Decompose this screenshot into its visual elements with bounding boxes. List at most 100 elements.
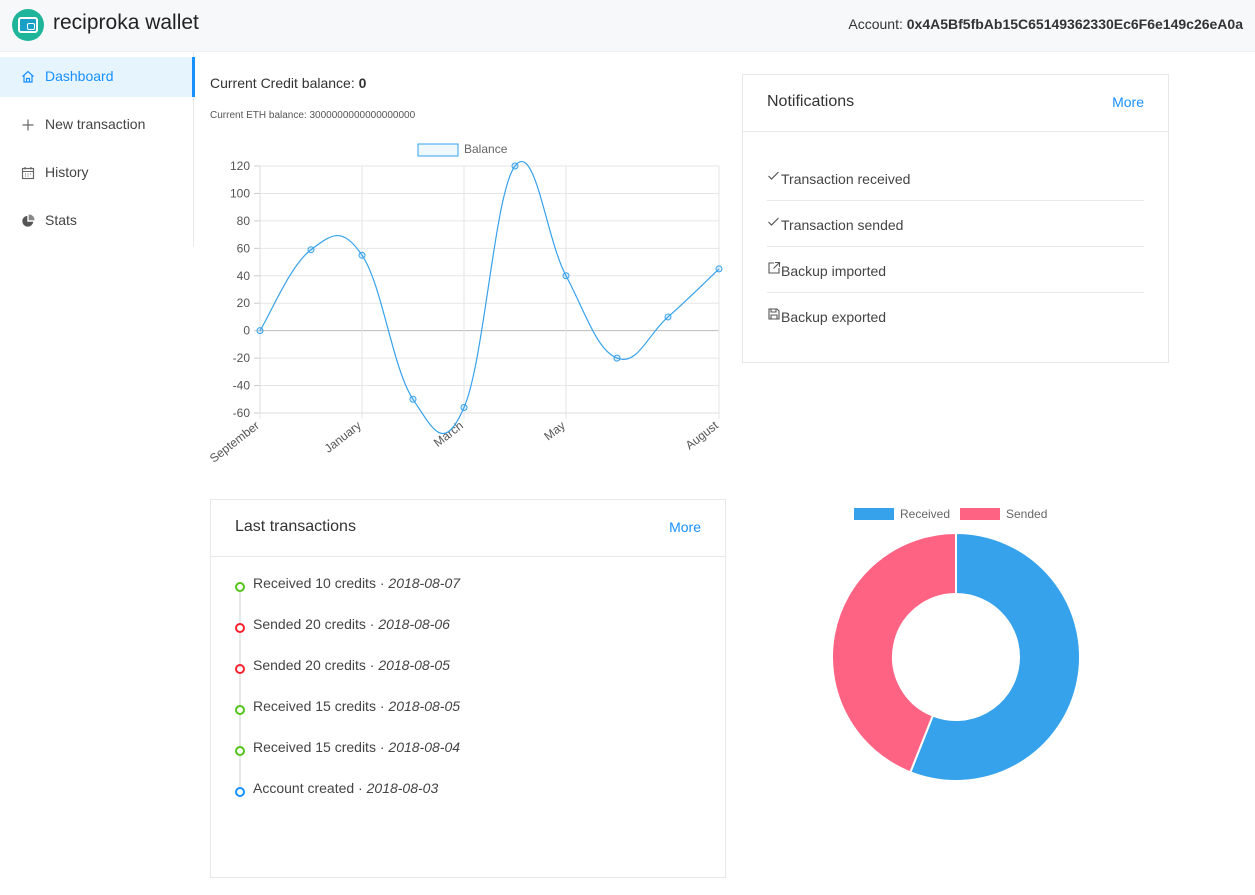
legend-swatch xyxy=(854,508,894,520)
notification-label: Backup exported xyxy=(781,309,887,325)
timeline-text: Received 10 credits · 2018-08-07 xyxy=(253,575,461,591)
timeline-text: Account created · 2018-08-03 xyxy=(253,780,439,796)
home-icon xyxy=(22,70,34,83)
balance-data-point xyxy=(460,404,468,412)
wallet-logo-icon xyxy=(12,9,44,41)
received-dot-icon xyxy=(235,705,245,715)
x-tick-label: August xyxy=(683,418,722,452)
transaction-date: 2018-08-04 xyxy=(388,739,461,755)
timeline-item: Sended 20 credits · 2018-08-05 xyxy=(235,657,705,687)
notification-label: Transaction sended xyxy=(781,217,904,233)
timeline-item: Received 15 credits · 2018-08-04 xyxy=(235,739,705,769)
y-tick-label: -40 xyxy=(233,379,251,393)
transaction-description: Received 15 credits xyxy=(253,739,376,755)
last-transactions-header: Last transactions More xyxy=(211,500,725,557)
sidebar: Dashboard New transaction History Stats xyxy=(0,52,195,246)
sended-dot-icon xyxy=(235,623,245,633)
timeline-item: Account created · 2018-08-03 xyxy=(235,780,705,810)
y-tick-label: 80 xyxy=(237,214,251,228)
notification-item[interactable]: Backup exported xyxy=(767,293,1144,339)
timeline-text: Received 15 credits · 2018-08-04 xyxy=(253,739,461,755)
timeline-item: Sended 20 credits · 2018-08-06 xyxy=(235,616,705,646)
y-tick-label: -20 xyxy=(233,351,251,365)
y-tick-label: 120 xyxy=(230,159,250,173)
balance-line-chart: Balance 120 100 80 60 40 20 0 -20 -40 -60September… xyxy=(207,142,723,466)
export-icon xyxy=(768,261,781,274)
x-tick-label: January xyxy=(322,418,364,455)
legend-label: Sended xyxy=(1006,507,1047,521)
balance-data-point xyxy=(562,272,570,280)
timeline-item: Received 10 credits · 2018-08-07 xyxy=(235,575,705,605)
transaction-date: 2018-08-05 xyxy=(378,657,450,673)
timeline-item: Received 15 credits · 2018-08-05 xyxy=(235,698,705,728)
balance-data-point xyxy=(664,313,672,321)
sidebar-item-label: Stats xyxy=(45,212,77,228)
eth-balance: Current ETH balance: 3000000000000000000 xyxy=(210,110,415,121)
transaction-description: Sended 20 credits xyxy=(253,616,366,632)
credit-balance: Current Credit balance: 0 xyxy=(210,75,366,91)
balance-data-point xyxy=(715,265,723,273)
y-tick-label: -60 xyxy=(233,406,251,420)
account-address[interactable]: 0x4A5Bf5fbAb15C65149362330Ec6F6e149c26eA… xyxy=(906,16,1243,32)
app-title: reciproka wallet xyxy=(53,11,199,34)
check-icon xyxy=(768,217,779,226)
calendar-icon xyxy=(21,167,35,180)
x-tick-label: May xyxy=(541,418,567,443)
notifications-title: Notifications xyxy=(767,93,855,110)
y-tick-label: 40 xyxy=(237,269,251,283)
account-label: Account: xyxy=(848,16,903,32)
transaction-date: 2018-08-05 xyxy=(388,698,461,714)
credit-balance-value: 0 xyxy=(358,75,367,91)
last-transactions-card: Last transactions More Received 10 credi… xyxy=(210,499,726,878)
transaction-description: Account created xyxy=(253,780,355,796)
plus-icon xyxy=(22,119,34,131)
created-dot-icon xyxy=(235,787,245,797)
transaction-description: Received 15 credits xyxy=(253,698,376,714)
eth-balance-label: Current ETH balance: xyxy=(210,110,307,121)
notification-item[interactable]: Transaction received xyxy=(767,155,1144,201)
sidebar-item-label: History xyxy=(45,164,89,180)
balance-data-point xyxy=(256,327,264,335)
timeline-text: Received 15 credits · 2018-08-05 xyxy=(253,698,461,714)
transaction-date: 2018-08-07 xyxy=(388,575,461,591)
transaction-date: 2018-08-03 xyxy=(366,780,439,796)
sidebar-item-dashboard[interactable]: Dashboard xyxy=(0,57,195,97)
sidebar-item-new-transaction[interactable]: New transaction xyxy=(0,105,194,145)
donut-slice-sended xyxy=(831,531,957,774)
app-header: reciproka wallet Account: 0x4A5Bf5fbAb15… xyxy=(0,0,1255,52)
transaction-description: Received 10 credits xyxy=(253,575,376,591)
balance-data-point xyxy=(358,251,366,259)
legend-label: Received xyxy=(900,507,950,521)
sidebar-item-stats[interactable]: Stats xyxy=(0,201,194,241)
timeline-line xyxy=(239,585,241,791)
last-transactions-more-link[interactable]: More xyxy=(669,519,701,535)
save-icon xyxy=(768,308,780,320)
donut-slice-received xyxy=(909,531,1081,782)
notification-item[interactable]: Transaction sended xyxy=(767,201,1144,247)
notifications-more-link[interactable]: More xyxy=(1112,94,1144,110)
transactions-donut-chart: Received Sended xyxy=(831,507,1081,782)
notification-label: Transaction received xyxy=(781,171,911,187)
y-tick-label: 0 xyxy=(243,324,250,338)
balance-data-point xyxy=(307,246,315,254)
notifications-card: Notifications More Transaction received … xyxy=(742,74,1169,363)
y-tick-label: 100 xyxy=(230,186,250,200)
sidebar-item-history[interactable]: History xyxy=(0,153,194,193)
received-dot-icon xyxy=(235,582,245,592)
legend-swatch xyxy=(960,508,1000,520)
pie-chart-icon xyxy=(22,214,35,227)
x-tick-label: September xyxy=(207,418,262,465)
credit-balance-label: Current Credit balance: xyxy=(210,75,355,91)
eth-balance-value: 3000000000000000000 xyxy=(309,110,416,121)
notification-item[interactable]: Backup imported xyxy=(767,247,1144,293)
notifications-header: Notifications More xyxy=(743,75,1168,132)
sended-dot-icon xyxy=(235,664,245,674)
legend-swatch xyxy=(417,143,459,157)
legend-label: Balance xyxy=(464,142,508,156)
notification-label: Backup imported xyxy=(781,263,887,279)
check-icon xyxy=(768,171,779,180)
balance-data-point xyxy=(409,395,417,403)
sidebar-item-label: Dashboard xyxy=(45,68,114,84)
received-dot-icon xyxy=(235,746,245,756)
transaction-description: Sended 20 credits xyxy=(253,657,366,673)
